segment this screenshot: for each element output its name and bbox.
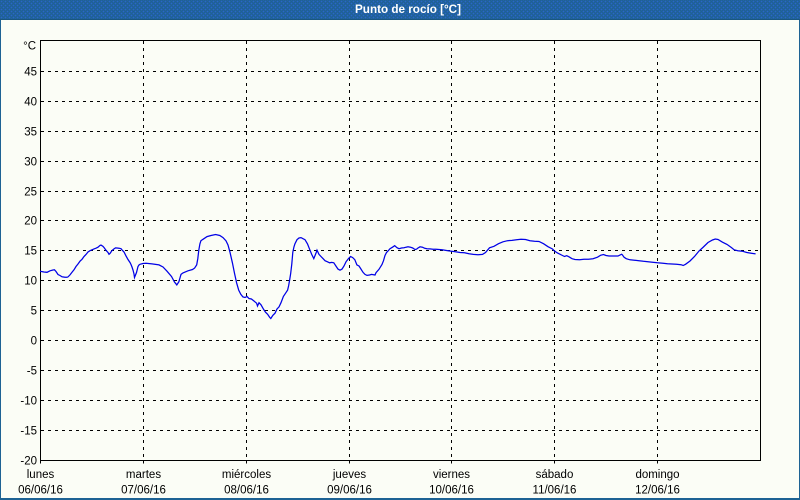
svg-text:11/06/16: 11/06/16: [533, 485, 577, 497]
svg-text:domingo: domingo: [635, 469, 679, 481]
svg-text:-10: -10: [20, 396, 37, 408]
svg-text:-20: -20: [20, 456, 37, 468]
svg-text:°C: °C: [23, 41, 36, 53]
svg-text:35: 35: [24, 127, 37, 139]
svg-text:06/06/16: 06/06/16: [18, 485, 63, 497]
svg-text:sábado: sábado: [536, 469, 574, 481]
svg-text:jueves: jueves: [332, 469, 366, 481]
svg-text:viernes: viernes: [433, 469, 470, 481]
svg-text:-5: -5: [27, 366, 37, 378]
svg-text:30: 30: [24, 157, 37, 169]
svg-text:07/06/16: 07/06/16: [121, 485, 166, 497]
svg-text:martes: martes: [126, 469, 161, 481]
svg-text:25: 25: [24, 187, 37, 199]
svg-text:45: 45: [24, 67, 37, 79]
svg-text:10/06/16: 10/06/16: [429, 485, 474, 497]
svg-text:5: 5: [31, 306, 37, 318]
svg-text:-15: -15: [20, 426, 37, 438]
svg-text:10: 10: [24, 276, 37, 288]
svg-text:lunes: lunes: [27, 469, 55, 481]
svg-text:09/06/16: 09/06/16: [327, 485, 372, 497]
svg-text:0: 0: [31, 336, 37, 348]
svg-text:20: 20: [24, 216, 37, 228]
svg-text:12/06/16: 12/06/16: [635, 485, 680, 497]
svg-text:40: 40: [24, 97, 37, 109]
svg-text:15: 15: [24, 246, 37, 258]
svg-text:miércoles: miércoles: [222, 469, 271, 481]
svg-text:08/06/16: 08/06/16: [224, 485, 269, 497]
